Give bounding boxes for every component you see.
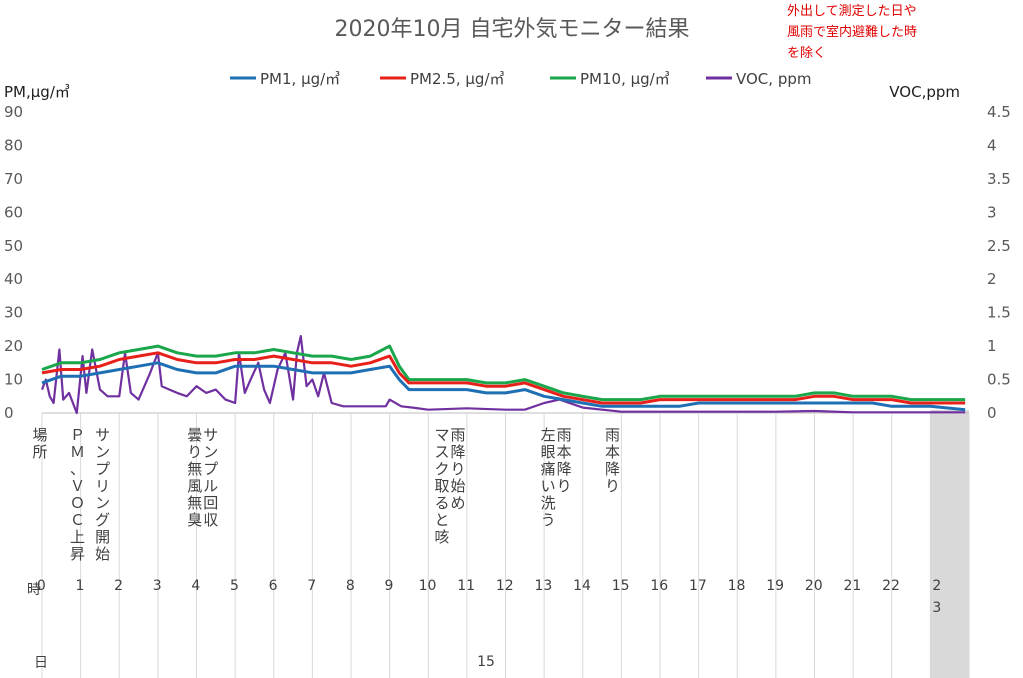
hour-label: 9: [384, 578, 393, 594]
y-right-tick-label: 2: [987, 270, 997, 288]
series-lines: [40, 335, 966, 415]
y-left-tick-label: 80: [4, 136, 23, 154]
y-right-tick-label: 2.5: [987, 237, 1011, 255]
hour-label: 22: [882, 578, 900, 594]
annotation-2-line-0: サンプル回収: [203, 426, 218, 529]
hour-label: 20: [805, 578, 823, 594]
y-right-tick-label: 4: [987, 136, 997, 154]
hour-label: 10: [419, 578, 437, 594]
series-line-0: [41, 361, 966, 412]
annotation-2-line-1: 曇り無風無臭: [187, 426, 202, 529]
hour-label: 21: [844, 578, 862, 594]
row-labels: 場所 時 日 15: [27, 426, 495, 671]
hour-label: 18: [728, 578, 746, 594]
series-line-1: [41, 351, 966, 405]
hour-label: 16: [650, 578, 668, 594]
series-line-2: [41, 344, 966, 402]
annotation-3-line-1: マスク取ると咳: [434, 426, 449, 546]
hour-label: 0: [37, 578, 46, 594]
y-right-tick-label: 0.5: [987, 371, 1011, 389]
y-right-ticks: 0 0.5 1 1.5 2 2.5 3 3.5 4 4.5: [987, 103, 1011, 422]
y-right-axis-title: VOC,ppm: [889, 83, 960, 101]
hour-label: 11: [457, 578, 475, 594]
y-right-tick-label: 3.5: [987, 170, 1011, 188]
annotation-0-line-0: ＰＭ、ＶＯＣ上昇: [70, 426, 85, 563]
y-left-tick-label: 50: [4, 237, 23, 255]
hour-label: 8: [346, 578, 355, 594]
hour-label: 7: [307, 578, 316, 594]
hour-label: 6: [269, 578, 278, 594]
hour-label-cont: 3: [932, 600, 941, 616]
y-left-tick-label: 60: [4, 203, 23, 221]
row-label-place: 場所: [32, 426, 47, 461]
legend-label: PM1, μg/㎥: [260, 70, 340, 88]
note-line-3: を除く: [787, 46, 826, 61]
annotation-1-line-0: サンプリング開始: [95, 426, 110, 563]
legend-label: PM10, μg/㎥: [580, 70, 670, 88]
exclusion-note: 外出して測定した日や 風雨で室内避難した時 を除く: [787, 4, 917, 61]
hour-label: 1: [75, 578, 84, 594]
legend: PM1, μg/㎥ PM2.5, μg/㎥ PM10, μg/㎥ VOC, ppm: [230, 70, 811, 88]
y-left-tick-label: 70: [4, 170, 23, 188]
annotation-3-line-0: 雨降り始め: [450, 426, 465, 512]
legend-label: PM2.5, μg/㎥: [410, 70, 505, 88]
y-right-tick-label: 1.5: [987, 304, 1011, 322]
y-right-tick-label: 4.5: [987, 103, 1011, 121]
note-line-1: 外出して測定した日や: [787, 4, 917, 19]
y-left-axis-title: PM,μg/㎥: [4, 83, 70, 101]
gridlines: [42, 111, 969, 414]
y-left-ticks: 0 10 20 30 40 50 60 70 80 90: [4, 103, 23, 422]
annotation-5-line-0: 雨本降り: [605, 426, 620, 495]
y-left-tick-label: 30: [4, 304, 23, 322]
y-right-tick-label: 3: [987, 203, 997, 221]
hour-label: 2: [114, 578, 123, 594]
hour-label: 17: [689, 578, 707, 594]
y-left-tick-label: 0: [4, 404, 14, 422]
y-left-tick-label: 20: [4, 337, 23, 355]
hour-gridlines: [41, 413, 970, 678]
note-line-2: 風雨で室内避難した時: [787, 24, 917, 40]
hour-label: 4: [191, 578, 200, 594]
hour-label: 19: [766, 578, 784, 594]
day-value: 15: [477, 654, 495, 670]
row-label-hour: 時: [27, 582, 41, 598]
hour-label: 12: [496, 578, 514, 594]
y-left-tick-label: 90: [4, 103, 23, 121]
hour-labels: 0 1 2 3 4 5 6 7 8 9 10 11 12 13 14 15 16 17 18 19 20 21 22 23: [37, 578, 941, 616]
hour-label: 14: [573, 578, 591, 594]
hour-label: 13: [535, 578, 553, 594]
annotation-4-line-1: 左眼痛い洗う: [541, 426, 556, 529]
hour-label: 3: [153, 578, 162, 594]
chart-title: 2020年10月 自宅外気モニター結果: [335, 17, 690, 42]
annotation-4-line-0: 雨本降り: [557, 426, 572, 495]
series-line-3: [40, 335, 966, 415]
hour-label: 5: [230, 578, 239, 594]
shaded-hour-band: [930, 409, 969, 678]
hour-label: 2: [932, 578, 941, 594]
legend-label: VOC, ppm: [736, 70, 811, 88]
y-right-tick-label: 0: [987, 404, 997, 422]
y-right-tick-label: 1: [987, 337, 997, 355]
hour-label: 15: [612, 578, 630, 594]
row-label-day: 日: [34, 655, 48, 671]
y-left-tick-label: 10: [4, 371, 23, 389]
y-left-tick-label: 40: [4, 270, 23, 288]
